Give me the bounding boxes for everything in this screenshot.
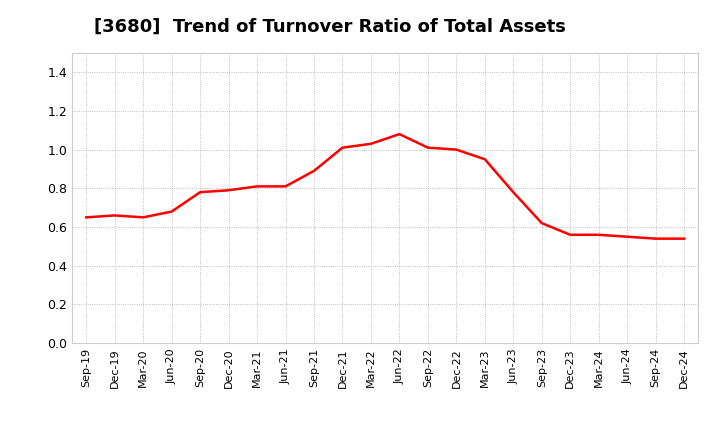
Text: [3680]  Trend of Turnover Ratio of Total Assets: [3680] Trend of Turnover Ratio of Total …	[94, 18, 565, 36]
